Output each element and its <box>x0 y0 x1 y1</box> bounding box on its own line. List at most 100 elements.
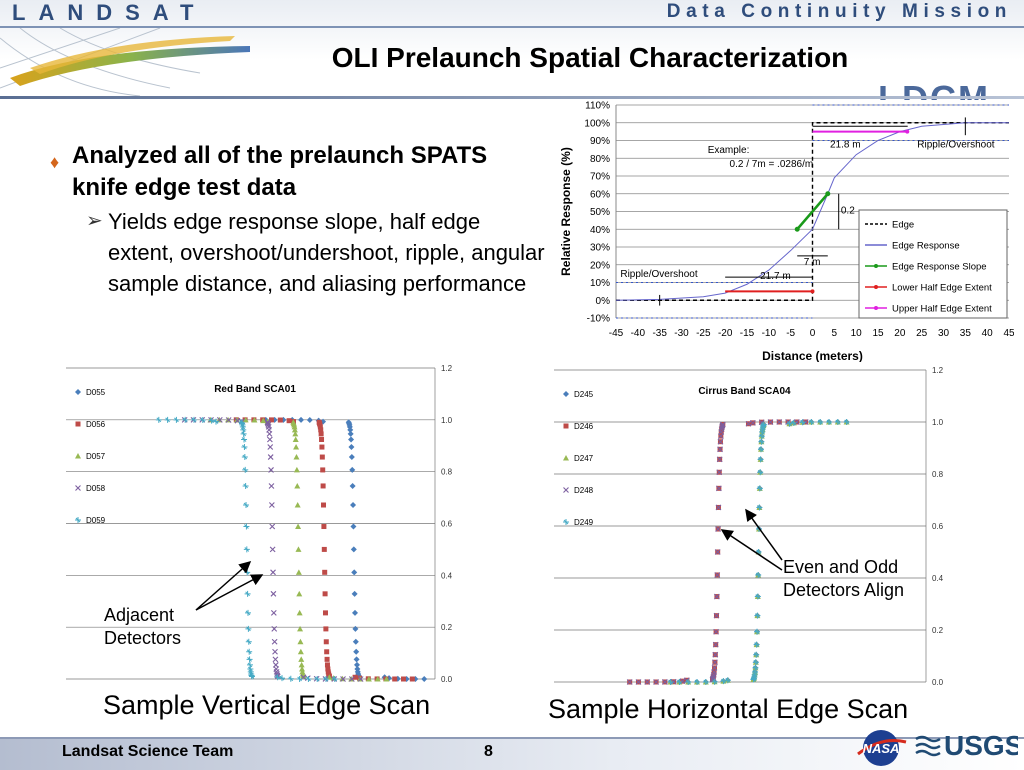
footer-team: Landsat Science Team <box>62 743 234 760</box>
data-point <box>563 455 569 461</box>
legend-label: D055 <box>86 388 106 397</box>
data-point <box>563 519 569 525</box>
data-point <box>270 609 277 616</box>
landsat-swoosh-logo <box>0 28 250 97</box>
data-point <box>267 444 274 450</box>
data-point <box>347 430 354 437</box>
landsat-brand: LANDSAT <box>12 0 207 25</box>
caption-horizontal-scan: Sample Horizontal Edge Scan <box>548 694 909 724</box>
y-tick-label: 0.0 <box>932 678 944 687</box>
data-point <box>755 571 762 578</box>
data-point <box>563 423 569 429</box>
data-point <box>324 662 330 668</box>
data-point <box>653 679 659 685</box>
data-point <box>365 675 372 682</box>
x-axis-title: Distance (meters) <box>762 349 863 362</box>
data-point <box>753 651 760 658</box>
y-tick-label: 0.2 <box>441 623 453 632</box>
data-point <box>711 678 718 685</box>
data-point <box>266 431 273 437</box>
data-point <box>268 502 275 508</box>
data-point <box>323 675 330 682</box>
data-point <box>274 674 281 681</box>
data-point <box>712 651 719 658</box>
data-point <box>260 417 267 424</box>
y-tick-label: 80% <box>590 154 610 165</box>
legend-label: D247 <box>574 454 594 463</box>
y-tick-label: 20% <box>590 260 610 271</box>
data-point <box>272 656 279 663</box>
data-point <box>350 546 357 553</box>
data-point <box>267 454 274 460</box>
y-tick-label: 0.0 <box>441 675 453 684</box>
legend-swatch-point <box>874 264 878 268</box>
x-tick-label: -45 <box>609 328 624 339</box>
x-tick-label: 15 <box>872 328 884 339</box>
data-point <box>326 674 333 680</box>
data-point <box>324 656 330 662</box>
y-tick-label: 0.8 <box>932 470 944 479</box>
data-point <box>295 546 302 552</box>
data-point <box>714 549 721 555</box>
data-point <box>817 419 824 426</box>
data-point <box>758 438 765 445</box>
data-point <box>317 424 323 430</box>
data-point <box>293 444 300 450</box>
bullet-main: ♦ Analyzed all of the prelaunch SPATS kn… <box>50 140 530 204</box>
data-point <box>270 590 277 597</box>
data-point <box>349 482 356 489</box>
bullet-main-text: Analyzed all of the prelaunch SPATS knif… <box>72 142 488 201</box>
y-tick-label: 0.2 <box>932 626 944 635</box>
data-point <box>268 467 274 473</box>
data-point <box>635 679 642 685</box>
data-point <box>266 436 273 443</box>
data-point <box>293 454 300 460</box>
y-tick-label: 110% <box>585 101 610 112</box>
data-point <box>298 661 305 668</box>
legend-label: D058 <box>86 484 106 493</box>
usgs-text: USGS <box>944 730 1018 761</box>
data-point <box>752 664 759 671</box>
data-point <box>757 469 764 476</box>
x-tick-label: 40 <box>982 328 994 339</box>
edge-line <box>616 122 1009 301</box>
lower-width-label: 21.7 m <box>760 271 791 282</box>
header-divider <box>0 26 1024 28</box>
data-point <box>243 523 250 530</box>
data-point <box>790 419 797 426</box>
data-point <box>752 659 759 666</box>
data-point <box>75 485 81 491</box>
legend-label: D248 <box>574 486 594 495</box>
data-point <box>719 421 726 428</box>
data-point <box>760 421 767 428</box>
nasa-logo-icon: NASA <box>857 730 907 766</box>
data-point <box>351 590 358 597</box>
data-point <box>241 436 248 443</box>
y-tick-label: 0.4 <box>441 571 453 580</box>
data-point <box>320 483 326 489</box>
data-point <box>754 628 761 635</box>
y-tick-label: 1.2 <box>441 364 453 373</box>
x-tick-label: 45 <box>1003 328 1014 339</box>
data-point <box>353 648 360 655</box>
example-formula: 0.2 / 7m = .0286/m <box>730 159 814 170</box>
data-point <box>374 675 381 682</box>
edge-slope-point <box>794 226 800 232</box>
data-point <box>319 444 325 450</box>
data-point <box>685 678 692 685</box>
data-point <box>786 420 793 427</box>
upper-half-point <box>905 129 910 134</box>
data-point <box>563 487 569 493</box>
y-tick-label: 60% <box>590 189 610 200</box>
title-divider <box>0 96 1024 99</box>
data-point <box>320 467 326 473</box>
data-point <box>277 417 283 423</box>
legend-label: D057 <box>86 452 106 461</box>
data-point <box>352 625 359 632</box>
data-point <box>225 417 232 423</box>
data-point <box>295 569 302 575</box>
data-point <box>667 679 674 685</box>
detectors-align-note: Even and Odd Detectors Align <box>783 556 904 602</box>
data-point <box>240 430 247 437</box>
data-point <box>401 676 406 682</box>
